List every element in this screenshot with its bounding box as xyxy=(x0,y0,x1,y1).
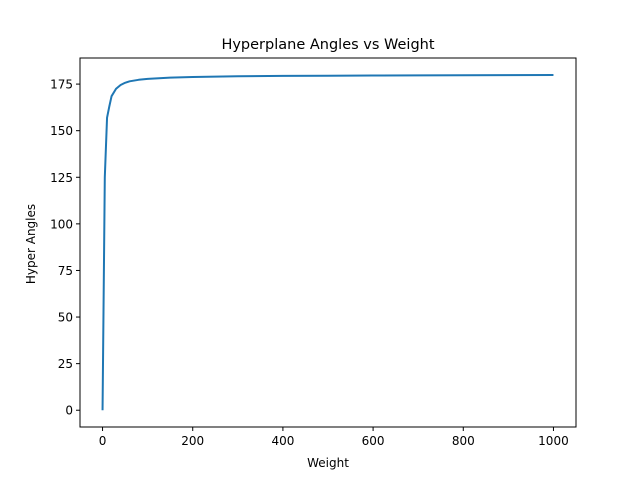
y-tick-label: 25 xyxy=(58,357,73,371)
x-axis-label: Weight xyxy=(307,456,349,470)
y-tick-label: 175 xyxy=(50,78,73,92)
x-tick-label: 800 xyxy=(452,434,475,448)
x-tick-label: 1000 xyxy=(538,434,569,448)
y-tick-label: 150 xyxy=(50,124,73,138)
x-tick-label: 0 xyxy=(99,434,107,448)
x-tick-label: 600 xyxy=(362,434,385,448)
y-tick-label: 50 xyxy=(58,311,73,325)
y-tick-label: 125 xyxy=(50,171,73,185)
series-layer xyxy=(101,74,554,411)
x-tick-label: 200 xyxy=(181,434,204,448)
series-line-0 xyxy=(101,74,554,411)
y-tick-label: 100 xyxy=(50,217,73,231)
x-axis: 0 200 400 600 800 1000 xyxy=(99,427,569,448)
plot-area xyxy=(79,57,577,428)
y-tick-label: 75 xyxy=(58,264,73,278)
x-tick-label: 400 xyxy=(271,434,294,448)
chart-title: Hyperplane Angles vs Weight xyxy=(221,37,434,53)
y-axis-label: Hyper Angles xyxy=(24,204,38,284)
y-axis: 0 25 50 75 100 125 150 175 xyxy=(50,78,80,418)
y-tick-label: 0 xyxy=(65,404,73,418)
axes-frame xyxy=(79,57,577,428)
